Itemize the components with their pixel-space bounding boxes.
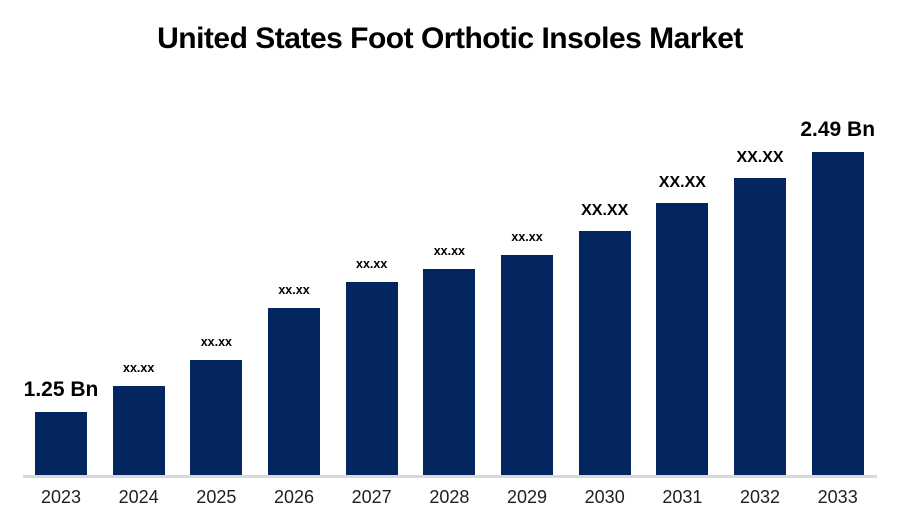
x-axis-line [23,475,877,478]
bar-value-label-2029: xx.xx [511,229,543,244]
x-axis-label-2026: 2026 [273,487,315,507]
bar-2030 [579,231,631,476]
bar-value-label-2028: xx.xx [433,243,465,258]
bar-value-label-2033: 2.49 Bn [800,118,876,141]
x-axis-label-2028: 2028 [429,487,470,507]
x-axis-label-2029: 2029 [506,487,548,507]
bar-value-label-2032: XX.XX [736,149,784,166]
bar-value-label-2023: 1.25 Bn [23,378,99,401]
x-axis-label-2031: 2031 [662,487,703,507]
bar-value-label-2026: xx.xx [278,282,310,297]
x-axis-label-2027: 2027 [351,487,392,507]
bar-2028 [423,269,475,476]
x-axis-label-2024: 2024 [118,487,159,507]
x-axis-label-2033: 2033 [817,487,858,507]
bar-value-label-2030: XX.XX [581,202,629,219]
x-axis-label-2023: 2023 [40,487,82,507]
bar-value-label-2024: xx.xx [123,360,155,375]
bar-2026 [268,308,320,476]
bar-2032 [734,178,786,476]
bar-value-label-2027: xx.xx [356,256,388,271]
chart-title: United States Foot Orthotic Insoles Mark… [157,22,743,55]
x-axis-label-2030: 2030 [584,487,625,507]
bar-2033 [812,152,864,476]
bar-2029 [501,255,553,476]
bar-value-label-2025: xx.xx [200,334,232,349]
bar-2025 [190,360,242,476]
bar-2023 [35,412,87,476]
bar-value-label-2031: XX.XX [658,174,706,191]
x-axis-label-2025: 2025 [196,487,237,507]
bar-2031 [656,203,708,476]
x-axis-label-2032: 2032 [739,487,781,507]
bar-2024 [113,386,165,476]
bar-2027 [346,282,398,476]
